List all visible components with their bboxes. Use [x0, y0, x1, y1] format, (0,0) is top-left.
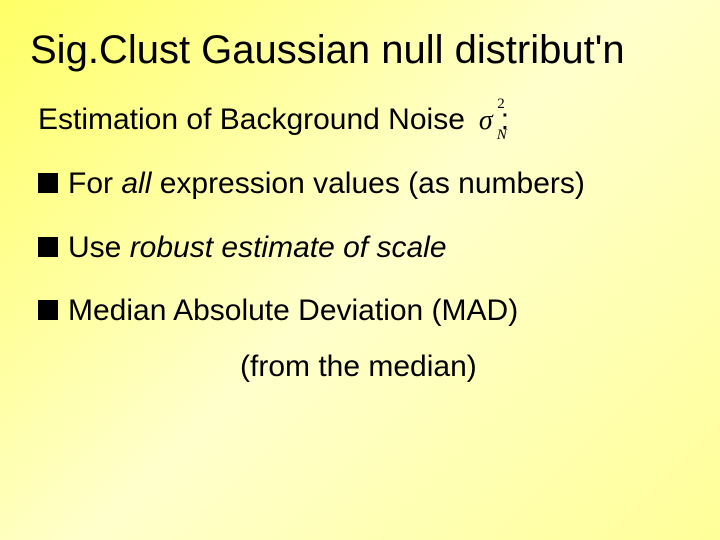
square-bullet-icon	[38, 237, 58, 257]
sigma-symbol: σ 2 N	[479, 105, 493, 135]
sub-line: (from the median)	[240, 350, 690, 384]
segment: For	[68, 167, 121, 200]
segment-italic: robust estimate of scale	[130, 231, 447, 264]
slide-subtitle: Estimation of Background Noise σ 2 N :	[38, 103, 690, 137]
segment-italic: all	[121, 167, 151, 200]
segment: expression values (as numbers)	[151, 167, 585, 200]
sigma-base: σ	[479, 105, 493, 136]
bullet-text: Use robust estimate of scale	[68, 229, 447, 267]
sigma-subscript: N	[497, 128, 507, 143]
bullet-text: For all expression values (as numbers)	[68, 165, 585, 203]
slide: Sig.Clust Gaussian null distribut'n Esti…	[0, 0, 720, 540]
square-bullet-icon	[38, 173, 58, 193]
subtitle-prefix: Estimation of Background Noise	[38, 103, 465, 137]
segment: Median Absolute Deviation (MAD)	[68, 294, 518, 327]
list-item: For all expression values (as numbers)	[38, 165, 690, 203]
square-bullet-icon	[38, 300, 58, 320]
bullet-text: Median Absolute Deviation (MAD)	[68, 292, 518, 330]
bullet-list: For all expression values (as numbers) U…	[38, 165, 690, 330]
segment: Use	[68, 231, 130, 264]
sigma-superscript: 2	[497, 97, 505, 112]
list-item: Median Absolute Deviation (MAD)	[38, 292, 690, 330]
list-item: Use robust estimate of scale	[38, 229, 690, 267]
slide-title: Sig.Clust Gaussian null distribut'n	[30, 28, 690, 73]
